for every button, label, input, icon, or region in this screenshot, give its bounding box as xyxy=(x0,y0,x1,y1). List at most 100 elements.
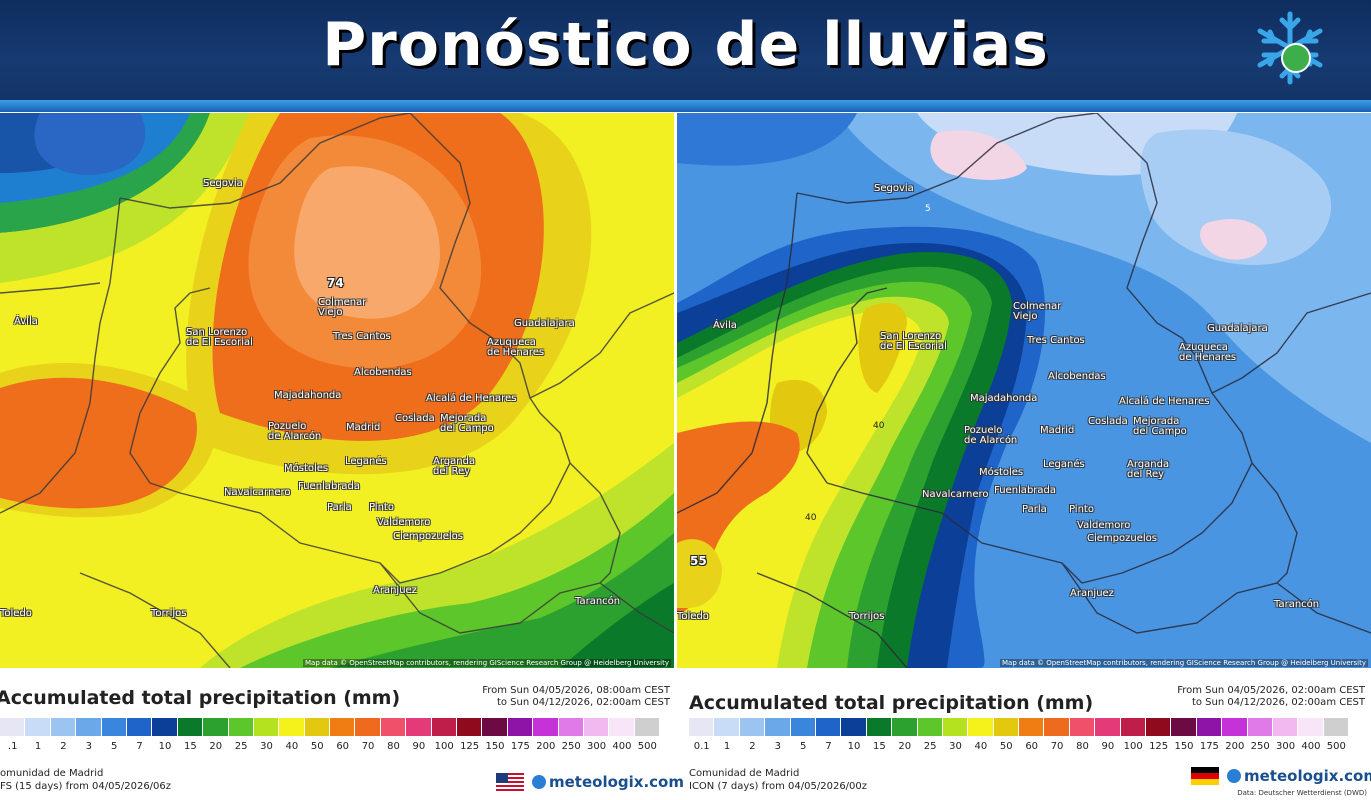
place-label: Fuenlabrada xyxy=(298,481,361,492)
scale-tick-label: 7 xyxy=(825,741,832,752)
scale-tick-label: 15 xyxy=(184,741,197,752)
scale-swatch xyxy=(1120,718,1147,736)
scale-swatch xyxy=(482,718,508,736)
scale-swatch xyxy=(101,718,127,736)
place-label: Guadalajara xyxy=(514,318,575,329)
scale-tick-label: 150 xyxy=(485,741,505,752)
place-label: Navalcarnero xyxy=(922,489,989,500)
place-label: Tres Cantos xyxy=(1027,335,1085,346)
place-label: Parla xyxy=(1022,504,1047,515)
place-label: Parla xyxy=(327,502,352,513)
scale-tick-label: 250 xyxy=(1250,741,1270,752)
contour-label: 40 xyxy=(805,513,817,523)
scale-swatch xyxy=(431,718,458,736)
scale-swatch xyxy=(203,718,229,736)
contour-label: 40 xyxy=(873,421,885,431)
scale-swatch xyxy=(76,718,102,736)
map-attribution: Map data © OpenStreetMap contributors, r… xyxy=(1000,659,1368,667)
legend-to-date: to Sun 04/12/2026, 02:00am CEST xyxy=(496,697,670,708)
place-label: Torrijos xyxy=(849,611,885,622)
scale-swatch xyxy=(1222,718,1248,736)
scale-swatch xyxy=(380,718,407,736)
scale-swatch xyxy=(917,718,943,736)
place-label: Móstoles xyxy=(979,467,1024,478)
scale-swatch xyxy=(739,718,766,736)
scale-tick-label: 100 xyxy=(1123,741,1143,752)
scale-swatch xyxy=(942,718,969,736)
banner-divider xyxy=(0,100,1371,112)
place-label: Aranjuez xyxy=(373,585,417,596)
scale-swatch xyxy=(841,718,867,736)
scale-tick-label: 7 xyxy=(136,741,143,752)
legend-footer: Comunidad de Madrid ICON (7 days) from 0… xyxy=(689,767,867,793)
scale-tick-label: 1 xyxy=(34,741,42,752)
scale-tick-label: 3 xyxy=(85,741,93,752)
place-label: Mejorada del Campo xyxy=(440,413,494,434)
scale-swatch xyxy=(279,718,305,736)
us-flag-icon xyxy=(496,773,524,791)
scale-tick-label: 80 xyxy=(387,741,400,752)
place-label: Ávila xyxy=(713,320,737,331)
place-label: Leganés xyxy=(345,456,387,467)
scale-swatch xyxy=(355,718,381,736)
place-label: Leganés xyxy=(1043,459,1085,470)
right-precipitation-map[interactable]: 55 40 40 5 Segovia Ávila San Lorenzo de El… xyxy=(677,113,1371,668)
place-label: Tarancón xyxy=(1274,599,1320,610)
place-label: Toledo xyxy=(0,608,32,619)
scale-tick-label: 90 xyxy=(412,741,426,752)
place-label: Mejorada del Campo xyxy=(1133,416,1187,437)
left-map-field xyxy=(0,113,674,668)
peak-value-label: 55 xyxy=(690,554,707,568)
scale-tick-label: 80 xyxy=(1076,741,1089,752)
place-label: Alcalá de Henares xyxy=(426,393,517,404)
place-label: Tres Cantos xyxy=(333,331,391,342)
scale-swatch xyxy=(253,718,280,736)
place-label: Ávila xyxy=(14,316,38,327)
place-label: Azuqueca de Henares xyxy=(1179,342,1237,363)
model-label: FS (15 days) from 04/05/2026/06z xyxy=(0,781,172,792)
scale-swatch xyxy=(533,718,559,736)
globe-icon xyxy=(532,775,546,789)
scale-swatch xyxy=(228,718,254,736)
scale-tick-label: 40 xyxy=(974,741,988,752)
map-attribution: Map data © OpenStreetMap contributors, r… xyxy=(303,659,671,667)
place-label: Madrid xyxy=(1040,425,1075,436)
brand-logo: meteologix.com xyxy=(532,773,684,791)
scale-swatch xyxy=(714,718,740,736)
scale-tick-label: 125 xyxy=(460,741,480,752)
scale-swatch xyxy=(689,718,715,736)
scale-tick-label: 50 xyxy=(999,741,1013,752)
scale-swatch xyxy=(558,718,584,736)
scale-tick-label: 5 xyxy=(800,741,807,752)
scale-tick-label: 25 xyxy=(234,741,248,752)
place-label: Arganda del Rey xyxy=(433,456,476,477)
page-title: Pronóstico de lluvias xyxy=(322,10,1049,80)
scale-tick-label: 15 xyxy=(873,741,886,752)
scale-tick-label: 500 xyxy=(1326,741,1346,752)
place-label: San Lorenzo de El Escorial xyxy=(186,327,253,348)
place-label: Pozuelo de Alarcón xyxy=(964,425,1018,446)
scale-tick-label: 500 xyxy=(637,741,657,752)
legend-from-date: From Sun 04/05/2026, 02:00am CEST xyxy=(1177,685,1365,696)
place-label: Guadalajara xyxy=(1207,323,1268,334)
place-label: Coslada xyxy=(1088,416,1128,427)
left-precipitation-map[interactable]: 74 Segovia Ávila San Lorenzo de El Escoria… xyxy=(0,113,674,668)
scale-swatch xyxy=(406,718,432,736)
scale-swatch xyxy=(457,718,483,736)
scale-tick-label: 300 xyxy=(1275,741,1296,752)
scale-tick-label: 5 xyxy=(111,741,118,752)
scale-swatch xyxy=(866,718,893,736)
scale-swatch xyxy=(993,718,1020,736)
globe-icon xyxy=(1227,769,1241,783)
scale-tick-label: .1 xyxy=(7,741,18,752)
place-label: Madrid xyxy=(346,422,381,433)
color-scale-ticks: .1 1 2 3 5 7 10 15 20 25 30 40 50 60 70 80 90 100 125 150 17… xyxy=(0,741,660,753)
scale-tick-label: 40 xyxy=(285,741,299,752)
scale-tick-label: 125 xyxy=(1149,741,1169,752)
scale-tick-label: 250 xyxy=(561,741,581,752)
right-map-field xyxy=(677,113,1371,668)
place-label: Azuqueca de Henares xyxy=(487,337,545,358)
place-label: Valdemoro xyxy=(377,517,431,528)
scale-swatch xyxy=(330,718,356,736)
legend-title: Accumulated total precipitation (mm) xyxy=(689,692,1094,714)
